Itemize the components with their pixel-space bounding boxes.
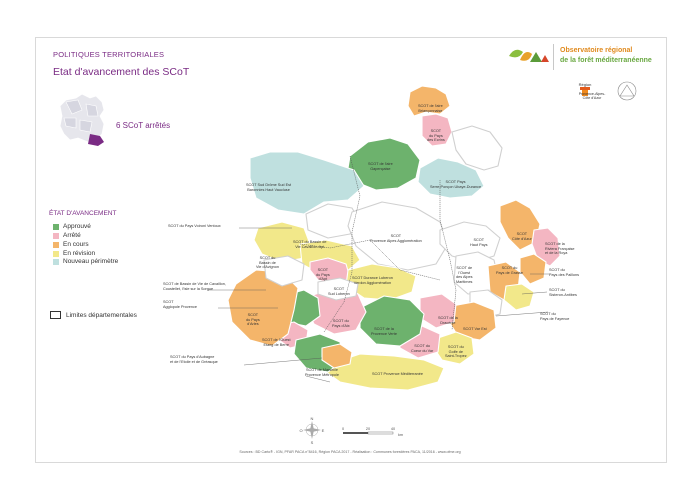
- compass-o: O: [299, 428, 302, 433]
- scale-tick-20: 20: [366, 427, 370, 431]
- scale-tick-40: 40: [391, 427, 395, 431]
- legend-dept-limits: Limites départementales: [50, 311, 137, 319]
- label-aubagne: SCOT du Pays d'Aubagne et de l'Etoile et …: [170, 355, 218, 364]
- label-riviera: SCOT de la Riviera Française et de la Roya: [545, 242, 575, 256]
- territory-provence-alpes: [347, 201, 449, 271]
- label-ventoux: SCOT du Pays Voironi Ventoux: [168, 224, 221, 228]
- label-provence-alpes: SCOT Provence Alpes Agglomération: [370, 234, 422, 243]
- label-agglopole: SCOT Agglopole Provence: [163, 300, 197, 309]
- logo-separator: [553, 44, 554, 70]
- region-word: Région: [579, 82, 592, 87]
- label-st-tropez: SCOT du Golfe de Saint-Tropez: [445, 345, 467, 359]
- legend-label-limits: Limites départementales: [66, 311, 137, 319]
- legend-item-approuve: Approuvé: [53, 223, 91, 230]
- legend-swatch-limits: [50, 311, 61, 319]
- legend-item-arrete: Arrêté: [53, 232, 81, 239]
- compass-s: S: [311, 440, 314, 445]
- label-antibes: SCOT du Sisteron-Antibes: [549, 288, 577, 297]
- label-dracenie: SCOT de la Dracénie: [438, 316, 458, 325]
- page-title: Etat d'avancement des SCoT: [53, 66, 190, 78]
- territory-sud-luberon: [317, 277, 359, 301]
- legend-swatch-en-cours: [53, 241, 59, 248]
- label-briancon: SCOT de l'aire Briançonnaise: [418, 104, 443, 113]
- label-fayence: SCOT du Pays de Fayence: [540, 312, 570, 321]
- legend-label-arrete: Arrêté: [63, 232, 81, 239]
- logo-line-2: de la forêt méditerranéenne: [560, 57, 652, 64]
- territory-coustellet: [263, 255, 305, 287]
- scale-unit: km: [398, 433, 403, 437]
- label-aix: SCOT du Pays d'Aix: [332, 319, 350, 328]
- legend-item-nouveau: Nouveau périmètre: [53, 258, 118, 265]
- legend-swatch-approuve: [53, 223, 59, 230]
- ofme-logo-icon: [509, 49, 549, 62]
- legend-label-en-revision: En révision: [63, 250, 96, 257]
- inset-scot-count: 6 SCoT arrêtés: [116, 121, 171, 130]
- sources-footer: Sources : BD Carto® - IGN, PFAR PACA n°8…: [239, 450, 461, 454]
- label-haut-pays: SCOT Haut Pays: [470, 238, 488, 247]
- region-name-label: Provence-Alpes-Côte d'Azur: [578, 92, 606, 100]
- label-sud-drome: SCOT Sud Drôme Sud Est Baronnies Haut Vau…: [246, 183, 292, 192]
- label-marseille: SCOT de Marseille Provence Métropole: [305, 368, 339, 377]
- territory-antibes: [503, 283, 535, 311]
- territory-provence-med: [325, 353, 445, 391]
- logo-line-1: Observatoire régional: [560, 47, 633, 54]
- compass-rose-icon: [303, 421, 321, 439]
- legend-item-en-cours: En cours: [53, 241, 89, 248]
- label-etang-berre: SCOT de l'Ouest Etang de Berre: [262, 338, 291, 347]
- territory-provence-verte: [359, 295, 425, 347]
- label-arles: SCOT du Pays d'Arles: [246, 313, 260, 327]
- legend-label-nouveau: Nouveau périmètre: [63, 258, 119, 265]
- legend-swatch-arrete: [53, 232, 59, 239]
- label-serre-poncon: SCOT Pays Serre-Ponçon Ubaye-Durance: [430, 180, 482, 189]
- legend-swatch-en-revision: [53, 250, 59, 257]
- label-ouest-am: SCOT de l'Ouest des Alpes Maritimes: [456, 266, 473, 284]
- label-coustellet: SCOT de Bassin de Vie de Cavaillon, Coust…: [163, 282, 226, 291]
- territory-haut-pays: [439, 221, 501, 263]
- compass-e: E: [322, 428, 325, 433]
- label-coeur-var: SCOT du Coeur du Var: [411, 344, 434, 353]
- legend-label-en-cours: En cours: [63, 241, 89, 248]
- label-cavaillon-apt: SCOT du Bassin de Vie Cavaillon-Apt: [293, 240, 327, 249]
- scale-bar: [343, 431, 394, 435]
- territory-briancon: [407, 85, 451, 117]
- territory-aubagne: [321, 343, 353, 369]
- label-apt: SCOT du Pays d'Apt: [316, 268, 330, 282]
- legend-label-approuve: Approuvé: [63, 223, 91, 230]
- territory-riviera: [531, 227, 561, 267]
- territory-sud-drome: [249, 151, 365, 215]
- legend-swatch-nouveau: [53, 258, 59, 265]
- page-kicker: POLITIQUES TERRITORIALES: [53, 50, 165, 59]
- legend-title: ÉTAT D'AVANCEMENT: [49, 210, 117, 217]
- label-dlva: SCOT Durance Luberon Verdon Agglomération: [352, 276, 393, 285]
- label-gap: SCOT de l'aire Gapençaise: [368, 162, 393, 171]
- label-avignon: SCOT du Bassin de Vie d'Avignon: [256, 256, 279, 270]
- compass-n: N: [311, 416, 314, 421]
- label-provence-verte: SCOT de la Provence Verte: [371, 327, 397, 336]
- label-grasse: SCOT du Pays de Grasse: [496, 266, 524, 275]
- label-paillons: SCOT du Pays des Paillons: [549, 268, 579, 277]
- label-ecrins: SCOT du Pays des Ecrins: [427, 129, 445, 143]
- legend-item-en-revision: En révision: [53, 250, 95, 257]
- communes-forestieres-seal-icon: [617, 81, 637, 101]
- scale-tick-0: 0: [342, 427, 344, 431]
- territory-ecrins: [421, 113, 453, 147]
- label-sud-luberon: SCOT Sud Luberon: [328, 287, 350, 296]
- territory-serre-poncon: [417, 157, 485, 199]
- territory-ubaye: [451, 125, 503, 171]
- label-var-est: SCOT Var Est: [463, 327, 487, 331]
- label-provence-med: SCOT Provence Méditerranée: [372, 372, 424, 376]
- label-cote-azur: SCOT Côte d'Azur: [512, 232, 532, 241]
